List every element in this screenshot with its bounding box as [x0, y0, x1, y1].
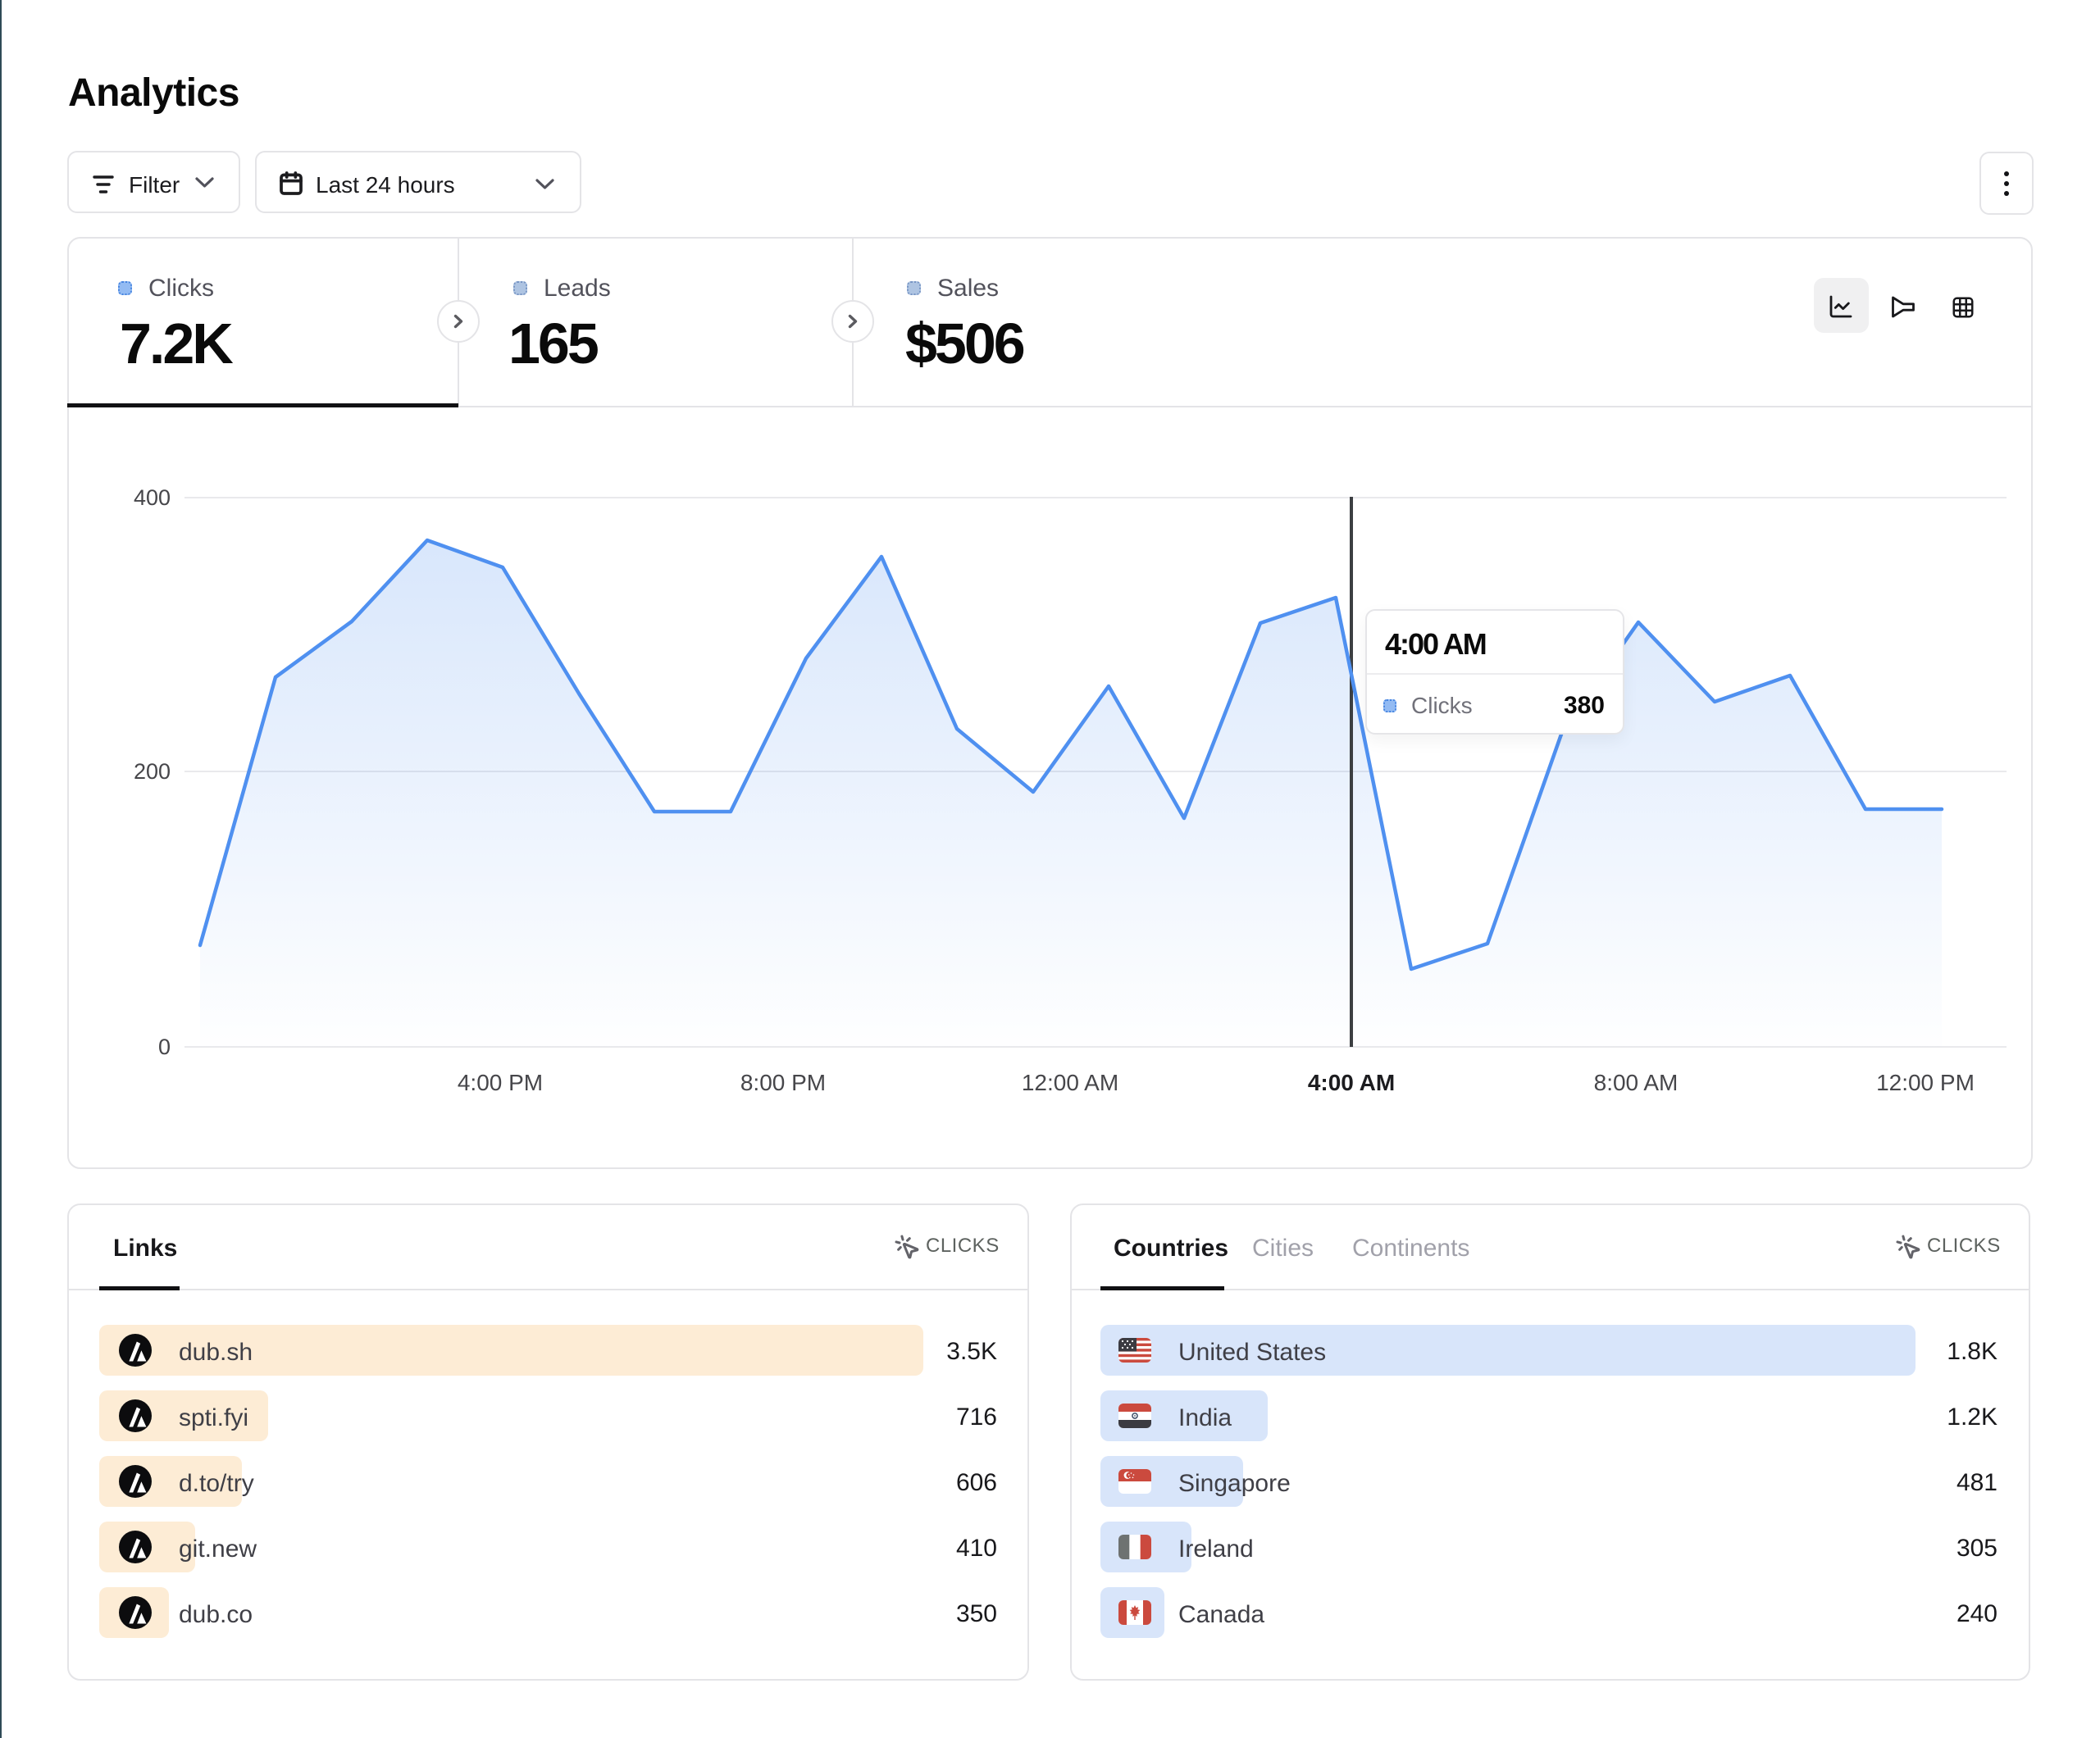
svg-text:0: 0	[158, 1035, 171, 1059]
svg-text:12:00 AM: 12:00 AM	[1022, 1070, 1118, 1095]
svg-text:4:00 AM: 4:00 AM	[1308, 1070, 1395, 1095]
svg-text:8:00 AM: 8:00 AM	[1594, 1070, 1679, 1095]
svg-text:400: 400	[134, 485, 171, 510]
svg-text:4:00 PM: 4:00 PM	[458, 1070, 543, 1095]
svg-text:12:00 PM: 12:00 PM	[1876, 1070, 1975, 1095]
svg-text:8:00 PM: 8:00 PM	[740, 1070, 826, 1095]
svg-text:200: 200	[134, 759, 171, 784]
